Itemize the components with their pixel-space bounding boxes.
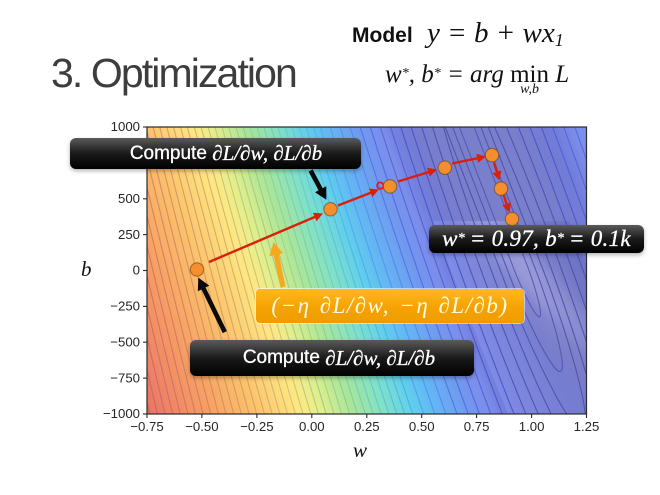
svg-text:w: w (353, 438, 367, 462)
svg-text:0.00: 0.00 (299, 419, 325, 434)
svg-text:0.50: 0.50 (409, 419, 435, 434)
svg-text:1000: 1000 (111, 119, 140, 134)
svg-text:−0.50: −0.50 (185, 419, 218, 434)
svg-text:0.25: 0.25 (354, 419, 380, 434)
svg-text:−500: −500 (110, 334, 140, 349)
svg-text:−0.25: −0.25 (240, 419, 273, 434)
svg-text:0.75: 0.75 (464, 419, 490, 434)
svg-text:−0.75: −0.75 (130, 419, 163, 434)
svg-text:−1000: −1000 (103, 406, 140, 421)
svg-text:1.00: 1.00 (519, 419, 545, 434)
svg-text:−250: −250 (110, 299, 140, 314)
svg-text:500: 500 (118, 191, 140, 206)
svg-text:0: 0 (133, 263, 140, 278)
svg-text:250: 250 (118, 227, 140, 242)
svg-text:b: b (81, 257, 92, 281)
svg-text:1.25: 1.25 (574, 419, 600, 434)
svg-text:−750: −750 (110, 370, 140, 385)
